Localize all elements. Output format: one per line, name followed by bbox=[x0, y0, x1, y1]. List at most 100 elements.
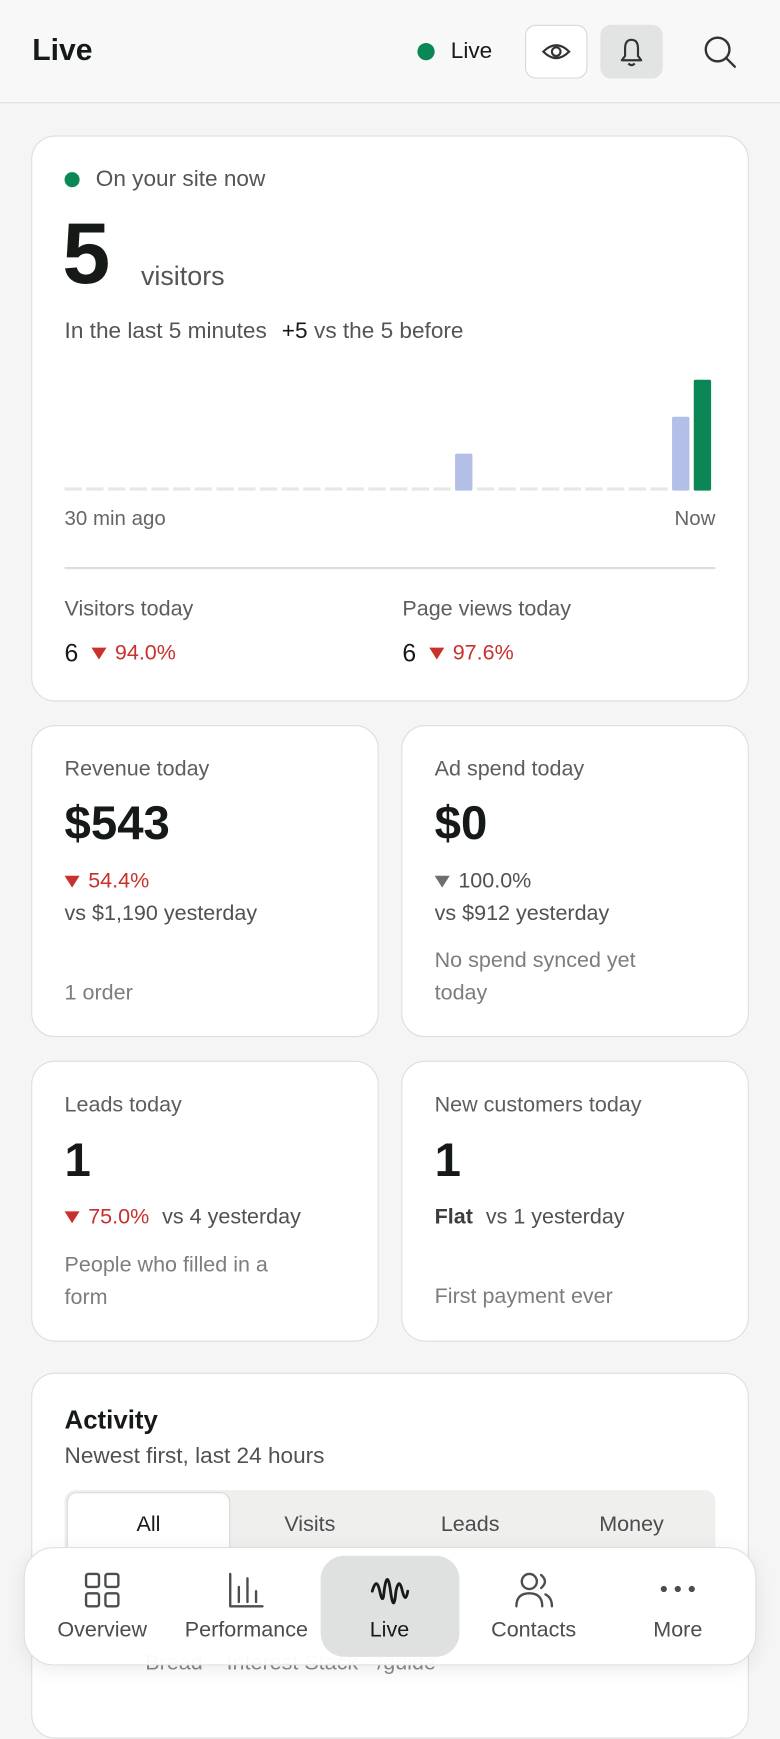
stat-change: 97.6% bbox=[452, 641, 514, 665]
card-comparison: vs $912 yesterday bbox=[434, 901, 610, 926]
visitor-bar bbox=[281, 487, 299, 491]
revenue-card bbox=[31, 725, 379, 1038]
chart-end-label: Now bbox=[674, 507, 716, 531]
change-text: Flat bbox=[434, 1204, 473, 1229]
live-label: On your site now bbox=[95, 166, 266, 192]
change-text: 100.0% bbox=[458, 869, 532, 893]
card-change: 75.0% vs 4 yesterday bbox=[64, 1201, 301, 1233]
card-note: First payment ever bbox=[434, 1284, 613, 1309]
card-note: People who filled in a form bbox=[64, 1253, 268, 1310]
visitor-bar bbox=[173, 487, 191, 491]
visitor-bar bbox=[238, 487, 256, 491]
visitor-bar bbox=[585, 487, 603, 491]
chart-start-label: 30 min ago bbox=[64, 507, 166, 531]
visitor-count: 5 bbox=[62, 205, 111, 302]
visitor-bar bbox=[86, 487, 104, 491]
live-dot bbox=[64, 172, 80, 188]
live-subtitle-row: In the last 5 minutes +5 vs the 5 before bbox=[65, 315, 464, 347]
divider bbox=[64, 566, 716, 569]
visitor-bar bbox=[151, 487, 169, 491]
visitor-bar bbox=[129, 487, 147, 491]
card-comparison: vs 1 yesterday bbox=[485, 1204, 625, 1229]
change-text: 75.0% bbox=[88, 1204, 150, 1229]
visitor-bar bbox=[672, 416, 690, 491]
card-change: 54.4% bbox=[64, 865, 150, 897]
nav-item[interactable]: Performance bbox=[184, 1618, 308, 1642]
count-unit: visitors bbox=[140, 261, 225, 292]
visitor-bar bbox=[368, 487, 386, 491]
live-dot bbox=[417, 43, 435, 61]
visitor-bar bbox=[64, 487, 82, 491]
nav-item[interactable]: Overview bbox=[57, 1618, 148, 1642]
screen: Live Live On your site now 5 visitors In… bbox=[0, 24, 780, 1739]
tab[interactable]: All bbox=[136, 1512, 161, 1537]
visitor-bar bbox=[628, 487, 647, 491]
visitor-bar bbox=[194, 487, 213, 491]
card-label: Ad spend today bbox=[434, 757, 585, 782]
visitor-bar bbox=[324, 487, 343, 491]
live-card bbox=[31, 135, 749, 702]
activity-subtitle: Newest first, last 24 hours bbox=[64, 1443, 325, 1469]
card-value: $0 bbox=[434, 797, 488, 850]
leads-card bbox=[31, 1060, 379, 1342]
visitor-bar bbox=[303, 487, 321, 491]
ad-spend-card bbox=[401, 725, 749, 1038]
card-value: 1 bbox=[64, 1133, 91, 1187]
card-comparison: vs $1,190 yesterday bbox=[64, 901, 258, 926]
eye-icon bbox=[541, 43, 571, 59]
stat-change: 94.0% bbox=[114, 641, 176, 665]
visitor-bar bbox=[476, 487, 495, 491]
nav-icons bbox=[84, 1572, 695, 1608]
active-nav-pill bbox=[320, 1555, 460, 1657]
live-subtitle: In the last 5 minutes bbox=[64, 318, 267, 344]
card-value: $543 bbox=[64, 797, 170, 850]
card-comparison: vs 4 yesterday bbox=[162, 1204, 301, 1229]
card-change: 100.0% bbox=[434, 865, 532, 897]
visitor-bar bbox=[389, 487, 408, 491]
card-label: Leads today bbox=[64, 1093, 182, 1117]
customers-card bbox=[401, 1060, 749, 1342]
visitor-bar bbox=[520, 487, 538, 491]
visitor-bar bbox=[650, 487, 668, 491]
bell-icon bbox=[620, 38, 643, 67]
visitor-bar bbox=[259, 487, 278, 491]
card-note: 1 order bbox=[64, 981, 133, 1005]
page-title: Live bbox=[32, 33, 93, 67]
visitor-bar bbox=[541, 487, 560, 491]
live-delta: +5 bbox=[281, 318, 308, 344]
visitor-bar bbox=[498, 487, 516, 491]
activity-title: Activity bbox=[64, 1406, 158, 1436]
live-delta-text: vs the 5 before bbox=[314, 318, 464, 344]
visitor-bar bbox=[216, 487, 234, 491]
card-label: Revenue today bbox=[64, 757, 210, 782]
visitor-bar bbox=[606, 487, 625, 491]
active-tab[interactable] bbox=[66, 1492, 231, 1558]
search-button[interactable] bbox=[701, 33, 738, 70]
stat-row: 6 97.6% bbox=[402, 637, 513, 669]
tab[interactable]: Money bbox=[599, 1512, 664, 1537]
stat-label: Page views today bbox=[402, 597, 572, 621]
visitor-bar bbox=[693, 379, 712, 491]
tab[interactable]: Leads bbox=[440, 1512, 500, 1537]
tab[interactable]: Visits bbox=[284, 1512, 336, 1537]
body: {"header":{"title":"Live","status":"Live… bbox=[0, 24, 780, 1739]
stat-row: 6 94.0% bbox=[65, 637, 176, 669]
nav-item[interactable]: Live bbox=[369, 1618, 410, 1642]
card-change: Flat vs 1 yesterday bbox=[435, 1201, 625, 1233]
bell-button[interactable] bbox=[600, 24, 663, 79]
visitor-bar bbox=[433, 487, 451, 491]
visitors-chart bbox=[64, 379, 712, 491]
card-label: New customers today bbox=[434, 1093, 642, 1117]
visitor-bar bbox=[411, 487, 430, 491]
page: html,body{margin:0;padding:0;width:780px… bbox=[0, 24, 780, 1739]
stat-value: 6 bbox=[402, 639, 417, 668]
nav-item[interactable]: Contacts bbox=[491, 1618, 577, 1642]
change-text: 54.4% bbox=[88, 869, 150, 893]
card-value: 1 bbox=[434, 1133, 461, 1187]
visitor-bar bbox=[346, 487, 364, 491]
visitor-bar bbox=[455, 453, 473, 491]
stat-value: 6 bbox=[64, 639, 79, 668]
live-status: Live bbox=[450, 38, 493, 64]
nav-item[interactable]: More bbox=[653, 1618, 703, 1642]
eye-button[interactable] bbox=[525, 24, 588, 79]
